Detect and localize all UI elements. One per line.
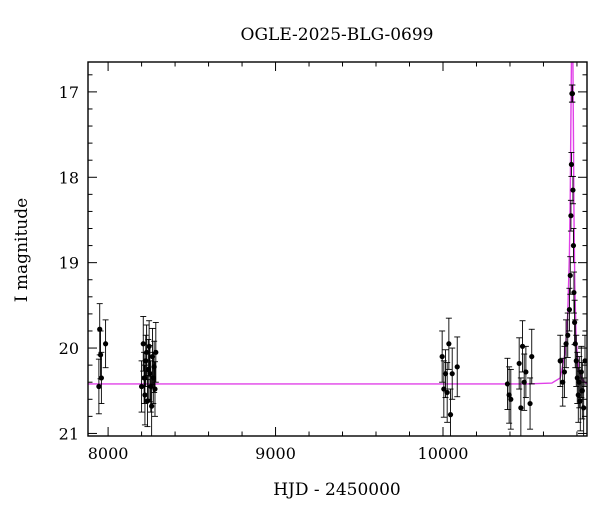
x-tick-label: 8000 bbox=[88, 444, 129, 463]
data-point bbox=[97, 330, 104, 380]
data-point bbox=[528, 328, 535, 385]
data-point bbox=[152, 321, 159, 383]
point-marker bbox=[454, 364, 460, 370]
point-marker bbox=[579, 388, 585, 394]
y-tick-label: 18 bbox=[59, 168, 79, 187]
point-marker bbox=[569, 90, 576, 97]
data-point bbox=[571, 299, 578, 346]
point-marker bbox=[519, 343, 526, 349]
data-point bbox=[569, 84, 576, 103]
point-marker bbox=[572, 319, 578, 326]
point-marker bbox=[444, 389, 450, 396]
data-point bbox=[527, 377, 534, 430]
point-marker bbox=[557, 358, 563, 364]
y-tick-label: 19 bbox=[59, 254, 79, 273]
data-point bbox=[102, 319, 109, 369]
data-point bbox=[570, 228, 577, 264]
point-marker bbox=[572, 341, 578, 347]
point-marker bbox=[96, 383, 102, 390]
data-point bbox=[146, 345, 153, 403]
point-marker bbox=[102, 341, 109, 347]
data-point bbox=[567, 199, 574, 232]
data-point bbox=[138, 360, 145, 413]
data-point bbox=[567, 256, 574, 295]
data-point bbox=[95, 358, 102, 415]
data-point bbox=[516, 337, 523, 390]
model-curve-layer bbox=[88, 62, 587, 385]
point-marker bbox=[581, 405, 587, 411]
point-marker bbox=[516, 360, 522, 367]
point-marker bbox=[138, 383, 145, 390]
point-marker bbox=[98, 375, 104, 381]
point-marker bbox=[523, 369, 529, 375]
data-point bbox=[445, 317, 452, 370]
model-curve bbox=[88, 62, 587, 385]
data-point bbox=[142, 334, 149, 387]
data-point bbox=[140, 316, 147, 372]
point-marker bbox=[565, 332, 571, 338]
data-point bbox=[569, 175, 576, 205]
x-tick-label: 9000 bbox=[255, 444, 296, 463]
point-marker bbox=[578, 369, 584, 375]
x-tick-label: 10000 bbox=[418, 444, 469, 463]
data-point bbox=[522, 345, 529, 399]
point-marker bbox=[573, 358, 579, 364]
point-marker bbox=[153, 349, 159, 355]
point-marker bbox=[571, 289, 577, 296]
data-point bbox=[577, 370, 584, 432]
y-tick-label: 20 bbox=[59, 339, 79, 358]
point-marker bbox=[140, 341, 146, 347]
point-marker bbox=[143, 358, 149, 364]
data-point bbox=[507, 368, 514, 430]
point-marker bbox=[142, 392, 148, 398]
data-point bbox=[566, 287, 573, 332]
y-tick-label: 21 bbox=[59, 424, 79, 443]
data-point bbox=[454, 336, 461, 398]
point-marker bbox=[566, 307, 573, 313]
point-marker bbox=[561, 369, 567, 375]
y-axis-label: I magnitude bbox=[12, 198, 32, 302]
point-marker bbox=[518, 405, 524, 411]
plot-area bbox=[88, 62, 587, 436]
axis-ticks: 8000 9000 10000 17 18 19 20 21 bbox=[59, 62, 587, 463]
data-points-layer bbox=[95, 84, 587, 436]
point-marker bbox=[570, 187, 576, 193]
point-marker bbox=[97, 352, 104, 358]
point-marker bbox=[529, 353, 535, 360]
data-point bbox=[96, 303, 103, 356]
data-point bbox=[570, 271, 577, 314]
plot-frame bbox=[87, 61, 588, 437]
data-point bbox=[580, 377, 587, 436]
point-marker bbox=[446, 341, 452, 347]
point-marker bbox=[146, 343, 152, 349]
point-marker bbox=[152, 386, 158, 392]
point-marker bbox=[527, 400, 533, 407]
point-marker bbox=[449, 371, 455, 377]
point-marker bbox=[570, 242, 577, 249]
point-marker bbox=[447, 412, 454, 418]
chart-title: OGLE-2025-BLG-0699 bbox=[241, 25, 434, 45]
data-point bbox=[557, 334, 564, 387]
point-marker bbox=[568, 213, 574, 219]
point-marker bbox=[508, 396, 514, 402]
point-marker bbox=[577, 398, 583, 404]
point-marker bbox=[439, 353, 445, 360]
y-tick-label: 17 bbox=[59, 83, 79, 102]
data-point bbox=[517, 377, 524, 436]
data-point bbox=[98, 351, 105, 405]
data-point bbox=[151, 361, 158, 417]
data-point bbox=[563, 319, 570, 369]
data-point bbox=[449, 347, 456, 400]
point-marker bbox=[149, 403, 155, 409]
point-marker bbox=[568, 161, 575, 168]
point-marker bbox=[582, 358, 587, 364]
point-marker bbox=[147, 371, 153, 377]
point-marker bbox=[567, 272, 573, 279]
x-axis-label: HJD - 2450000 bbox=[273, 480, 401, 500]
